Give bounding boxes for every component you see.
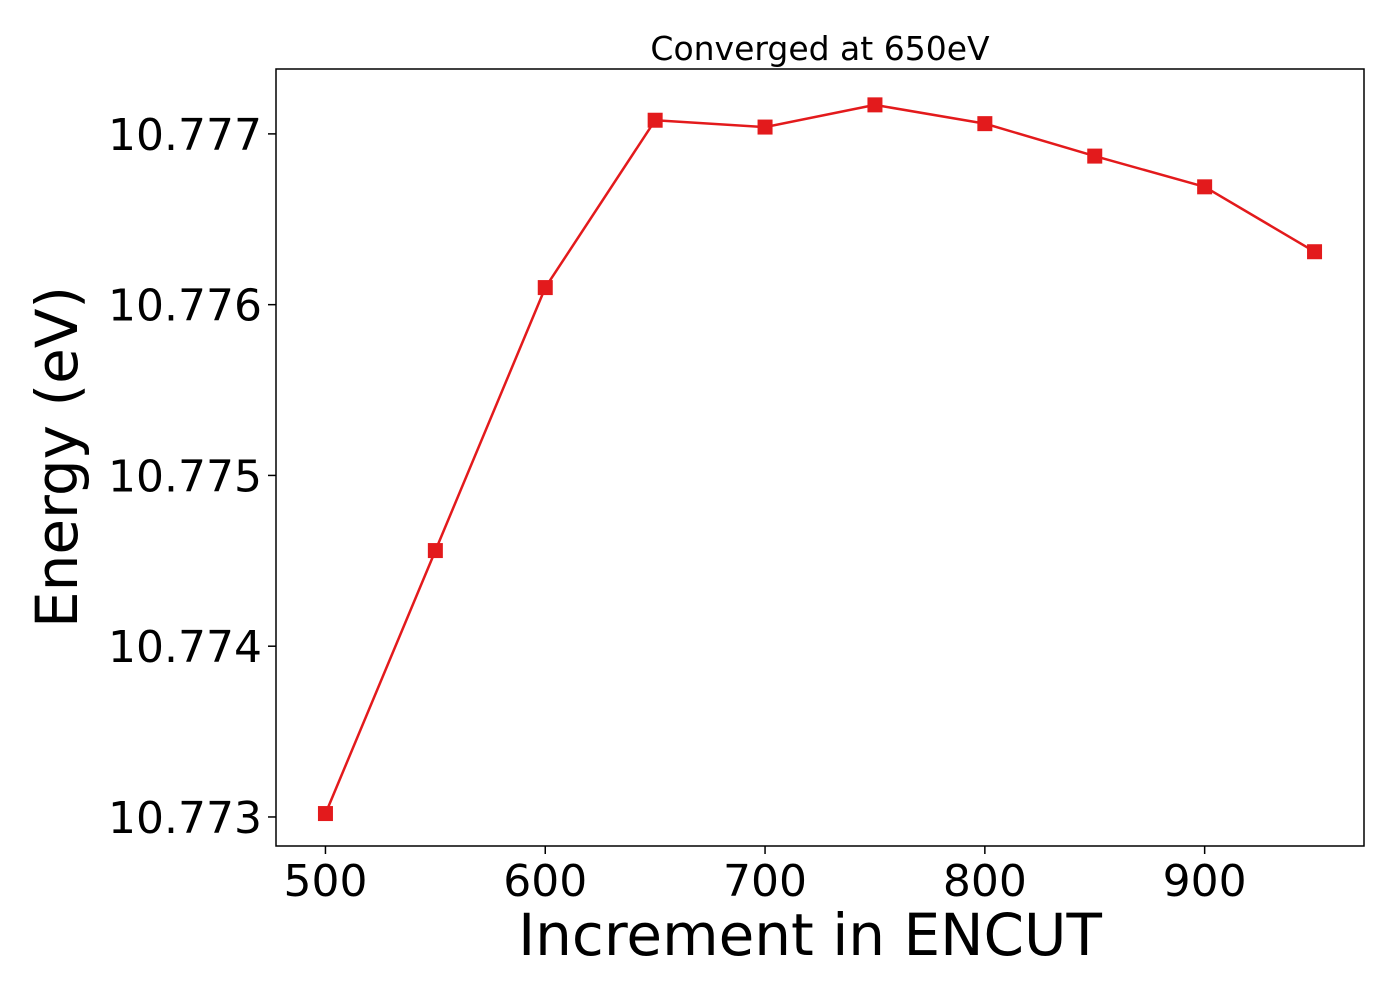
data-point-marker (537, 280, 553, 296)
plot-area (275, 68, 1365, 847)
x-tick-label: 800 (943, 856, 1027, 907)
x-tick-label: 500 (283, 856, 367, 907)
y-tick-label: 10.773 (108, 793, 262, 844)
data-point-marker (1087, 148, 1103, 164)
x-tick-label: 900 (1163, 856, 1247, 907)
data-point-marker (317, 806, 333, 822)
y-tick-label: 10.776 (108, 281, 262, 332)
data-point-marker (757, 119, 773, 135)
data-point-marker (647, 112, 663, 128)
data-point-marker (1307, 244, 1323, 260)
x-tick-label: 600 (503, 856, 587, 907)
y-axis-ticks: 10.773 10.774 10.775 10.776 10.777 (108, 110, 276, 844)
y-axis-label: Energy (eV) (23, 286, 91, 628)
series-layer (317, 97, 1323, 822)
x-axis-label: Increment in ENCUT (518, 901, 1102, 969)
data-point-marker (1197, 179, 1213, 195)
data-point-marker (867, 97, 883, 113)
chart-title: Converged at 650eV (650, 29, 990, 68)
series-line (324, 103, 1316, 815)
y-tick-label: 10.777 (108, 110, 262, 161)
data-point-marker (977, 116, 993, 132)
x-axis-ticks: 500 600 700 800 900 (283, 846, 1247, 907)
y-tick-label: 10.775 (108, 451, 262, 502)
x-tick-label: 700 (723, 856, 807, 907)
data-point-marker (427, 543, 443, 559)
y-tick-label: 10.774 (108, 622, 262, 673)
